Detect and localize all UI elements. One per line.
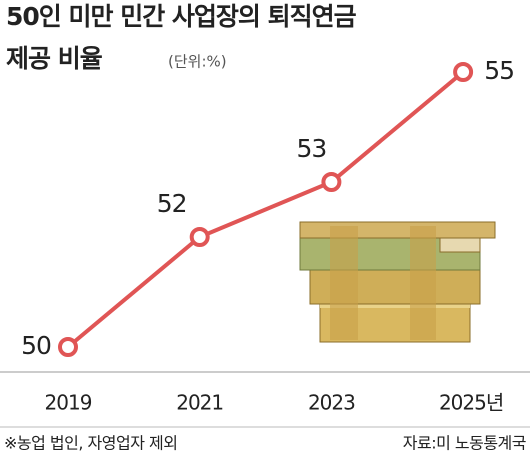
x-tick-label: 2025년 <box>439 391 503 415</box>
chart-title: 50인 미만 민간 사업장의 퇴직연금 <box>6 2 357 31</box>
value-label: 53 <box>296 134 326 163</box>
value-label: 52 <box>157 189 187 218</box>
value-label: 55 <box>484 56 514 85</box>
marker <box>453 62 474 82</box>
x-tick-label: 2019 <box>45 391 92 415</box>
x-tick-label: 2023 <box>308 391 355 415</box>
money-illustration <box>299 221 496 343</box>
footnote: ※농업 법인, 자영업자 제외 <box>4 434 177 453</box>
line <box>66 70 465 349</box>
chart-subtitle: (단위:%) <box>168 53 227 71</box>
value-label: 50 <box>21 331 51 360</box>
x-tick-label: 2021 <box>176 391 223 415</box>
marker <box>321 172 342 192</box>
chart-title: 제공 비율 <box>6 44 103 73</box>
marker <box>58 337 78 357</box>
source: 자료:미 노동통계국 <box>403 434 526 453</box>
marker <box>189 227 210 247</box>
